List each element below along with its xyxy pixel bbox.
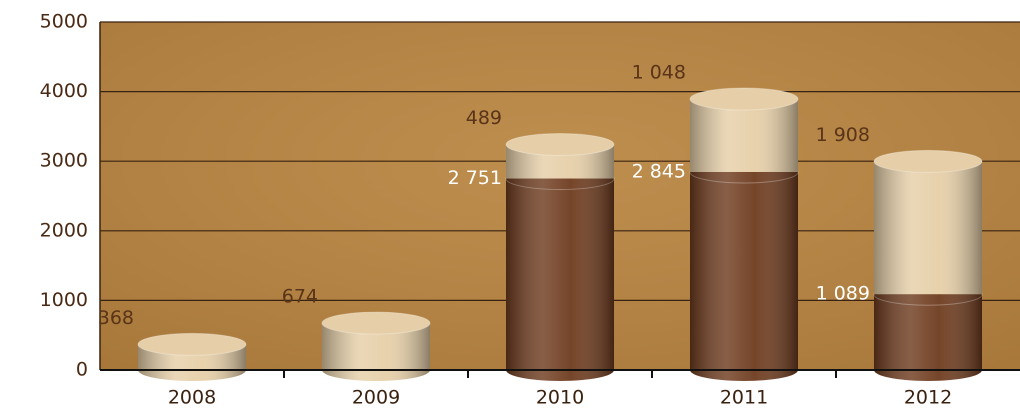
cylinder-cap	[137, 332, 247, 356]
y-tick-label: 2000	[40, 219, 88, 241]
bar-shade	[874, 161, 982, 295]
y-tick-label: 3000	[40, 150, 88, 172]
bar-shade	[690, 171, 798, 370]
data-label: 1 048	[632, 62, 686, 84]
cylinder-cap	[873, 149, 983, 173]
bar-shade	[506, 178, 614, 370]
data-label: 1 908	[816, 124, 870, 146]
data-label: 2 845	[632, 160, 686, 182]
x-tick-label: 2011	[720, 387, 768, 409]
data-label: 2 751	[448, 167, 502, 189]
y-tick-label: 1000	[40, 289, 88, 311]
cylinder-cap	[505, 132, 615, 156]
data-label: 489	[466, 107, 502, 129]
y-tick-label: 4000	[40, 80, 88, 102]
bar-shade	[690, 99, 798, 172]
x-tick-label: 2012	[904, 387, 952, 409]
x-tick-label: 2010	[536, 387, 584, 409]
y-tick-label: 5000	[40, 11, 88, 33]
cylinder-cap	[689, 87, 799, 111]
data-label: 368	[98, 307, 134, 329]
data-label: 1 089	[816, 283, 870, 305]
bar-shade	[874, 294, 982, 370]
x-tick-label: 2009	[352, 387, 400, 409]
x-tick-label: 2008	[168, 387, 216, 409]
data-label: 674	[282, 286, 318, 308]
cylinder-cap	[321, 311, 431, 335]
y-tick-label: 0	[76, 359, 88, 381]
